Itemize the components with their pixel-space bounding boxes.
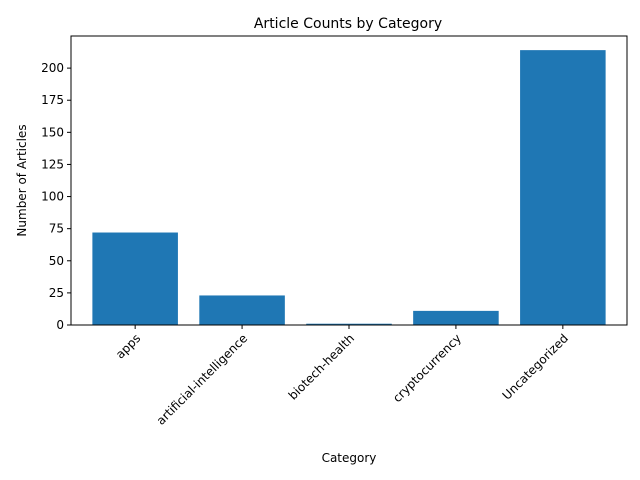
x-axis-label: Category: [322, 451, 377, 465]
bar-apps: [92, 232, 178, 325]
y-tick-label: 50: [49, 254, 64, 268]
y-axis-ticks: 0 25 50 75 100 125 150 175 200: [41, 61, 71, 332]
y-tick-label: 175: [41, 93, 64, 107]
bars-group: [92, 50, 606, 326]
x-tick-label: artificial-intelligence: [154, 331, 250, 427]
plot-frame: [70, 35, 628, 326]
y-tick-label: 125: [41, 157, 64, 171]
x-axis-ticks: apps artificial-intelligence biotech-healt…: [113, 325, 571, 428]
y-axis-label: Number of Articles: [15, 124, 29, 236]
bar-biotech-health: [306, 323, 392, 325]
x-tick-label: cryptocurrency: [390, 331, 464, 405]
y-tick-label: 100: [41, 190, 64, 204]
bar-cryptocurrency: [413, 310, 499, 325]
y-tick-label: 150: [41, 125, 64, 139]
x-tick-label: Uncategorized: [500, 331, 571, 402]
x-tick-label: apps: [113, 331, 143, 361]
chart-title: Article Counts by Category: [254, 16, 442, 32]
y-tick-label: 75: [49, 222, 64, 236]
bar-Uncategorized: [520, 50, 606, 326]
bar-artificial-intelligence: [199, 295, 285, 325]
y-tick-label: 200: [41, 61, 64, 75]
x-tick-label: biotech-health: [286, 331, 357, 402]
y-tick-label: 0: [56, 318, 64, 332]
y-tick-label: 25: [49, 286, 64, 300]
